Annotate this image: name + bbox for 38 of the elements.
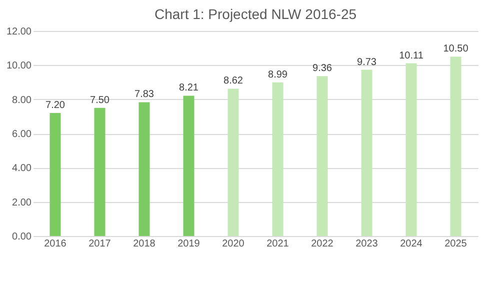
bar [94,108,106,236]
data-label: 9.73 [357,56,377,68]
x-tick-label: 2019 [178,238,200,250]
y-tick-label: 6.00 [12,129,32,140]
y-tick-label: 8.00 [12,94,32,106]
data-label: 8.99 [268,69,288,80]
bar [316,76,328,236]
x-tick-label: 2018 [133,238,156,250]
data-label: 7.20 [46,100,66,111]
x-tick-label: 2020 [222,238,245,250]
x-tick-label: 2017 [88,238,112,250]
x-tick-label: 2024 [400,238,423,250]
x-tick-label: 2021 [266,238,290,250]
y-tick-label: 0.00 [12,232,32,242]
bar [228,88,239,236]
data-label: 7.83 [134,89,154,100]
bar [183,96,194,236]
data-label: 8.62 [224,76,244,87]
data-label: 10.11 [399,50,424,62]
bar [138,102,150,236]
y-tick-label: 2.00 [12,197,32,208]
bar [406,63,417,236]
x-tick-label: 2022 [311,238,334,250]
data-label: 10.50 [443,44,469,55]
chart-title: Chart 1: Projected NLW 2016-25 [154,6,357,22]
bar [50,113,61,236]
data-label: 8.21 [179,82,199,94]
data-label: 7.50 [90,94,110,106]
bar [272,82,284,236]
bar [450,56,462,236]
x-tick-label: 2016 [44,238,67,250]
x-tick-label: 2023 [356,238,378,250]
y-tick-label: 4.00 [12,163,32,174]
y-tick-label: 10.00 [6,60,32,72]
x-tick-label: 2025 [444,238,468,250]
y-tick-label: 12.00 [6,26,32,38]
data-label: 9.36 [312,63,332,74]
bar [361,70,372,236]
